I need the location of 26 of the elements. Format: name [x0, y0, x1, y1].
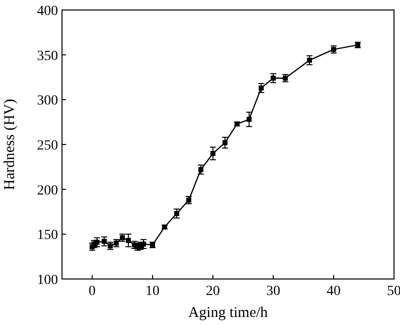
x-tick-label: 40 [326, 284, 341, 299]
point [126, 238, 131, 243]
point [246, 116, 252, 122]
point [102, 238, 107, 244]
point [270, 76, 276, 81]
x-tick-label: 0 [88, 284, 96, 299]
point [140, 242, 146, 247]
x-tick-label: 10 [146, 284, 160, 299]
x-tick-label: 30 [266, 284, 280, 299]
point [94, 240, 100, 245]
point [258, 86, 264, 91]
point [198, 167, 204, 172]
y-axis-title: Hardness (HV) [2, 98, 18, 190]
y-tick-label: 200 [37, 183, 58, 198]
y-tick-label: 150 [37, 228, 58, 244]
point [306, 58, 312, 63]
point [174, 211, 180, 216]
y-tick-label: 100 [37, 273, 58, 288]
y-tick-label: 250 [37, 138, 58, 154]
x-axis-title: Aging time/h [188, 305, 268, 321]
y-tick-label: 400 [37, 4, 58, 19]
y-tick-label: 300 [37, 94, 58, 109]
point [222, 140, 228, 146]
point [210, 150, 216, 156]
y-tick-label: 350 [37, 48, 58, 64]
x-tick-label: 20 [206, 284, 220, 299]
